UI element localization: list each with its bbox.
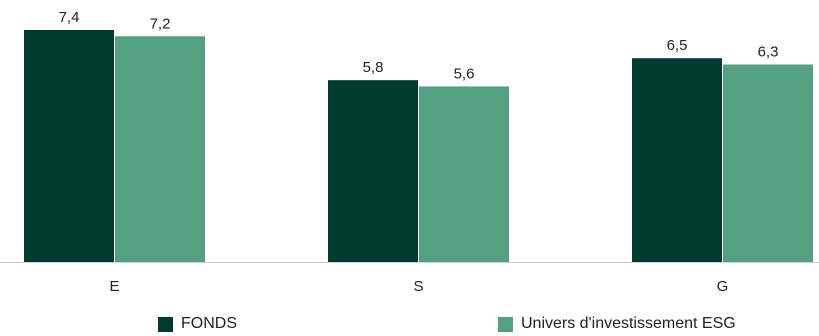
bar-s-fonds bbox=[328, 80, 418, 262]
data-label-g-fonds: 6,5 bbox=[667, 37, 688, 54]
data-label-g-univers-d-investissement-esg: 6,3 bbox=[758, 43, 779, 60]
legend-item-univers-esg: Univers d'investissement ESG bbox=[498, 315, 736, 333]
bar-e-fonds bbox=[24, 30, 114, 262]
x-tick-label-s: S bbox=[413, 278, 423, 295]
bar-g-univers-d-investissement-esg bbox=[723, 64, 813, 263]
bar-s-univers-d-investissement-esg bbox=[419, 86, 509, 262]
bar-g-fonds bbox=[632, 58, 722, 262]
data-labels-layer: 7,4 7,2 5,8 5,6 6,5 6,3 bbox=[59, 9, 779, 82]
bar-chart: 7,4 7,2 5,8 5,6 6,5 6,3 E S G bbox=[0, 9, 819, 295]
x-tick-label-g: G bbox=[717, 278, 729, 295]
data-label-s-univers-d-investissement-esg: 5,6 bbox=[454, 65, 475, 82]
legend-label-fonds: FONDS bbox=[181, 315, 237, 332]
legend-swatch-univers-esg bbox=[498, 316, 513, 332]
bars-layer bbox=[24, 30, 813, 263]
x-tick-label-e: E bbox=[109, 278, 119, 295]
data-label-e-fonds: 7,4 bbox=[59, 9, 80, 26]
legend-swatch-fonds bbox=[158, 316, 173, 332]
data-label-e-univers-d-investissement-esg: 7,2 bbox=[150, 15, 171, 32]
bar-e-univers-d-investissement-esg bbox=[115, 36, 205, 263]
legend-label-univers-esg: Univers d'investissement ESG bbox=[521, 315, 736, 332]
legend-item-fonds: FONDS bbox=[158, 315, 237, 333]
legend: FONDS Univers d'investissement ESG bbox=[0, 315, 819, 336]
data-label-s-fonds: 5,8 bbox=[363, 59, 384, 76]
